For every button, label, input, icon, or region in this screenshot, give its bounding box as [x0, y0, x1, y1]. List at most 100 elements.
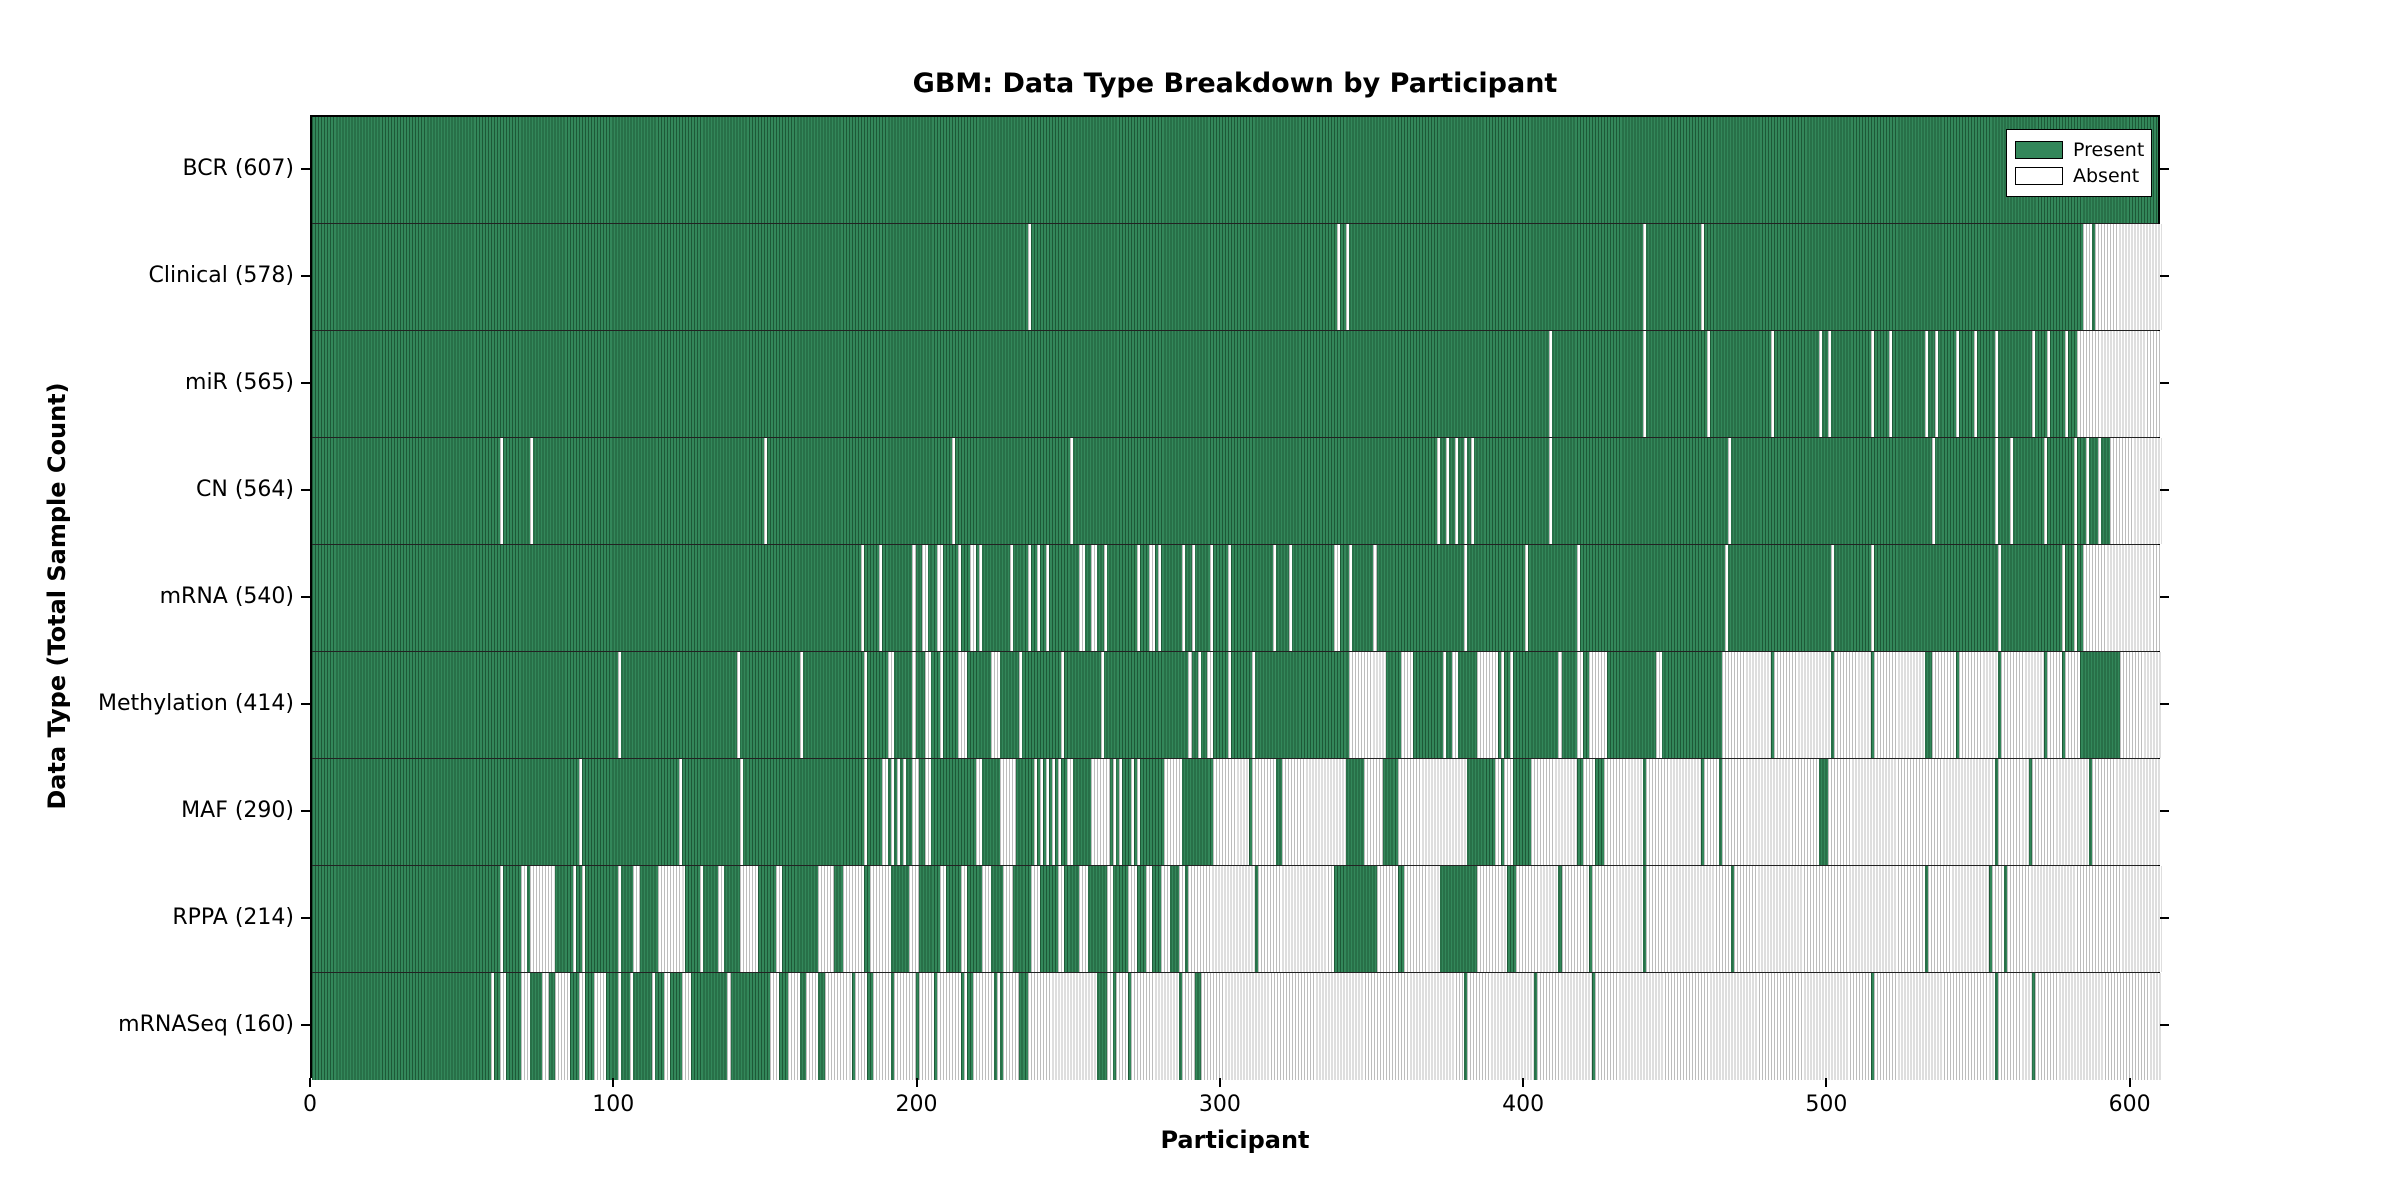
- absent-segment: [936, 973, 961, 1080]
- absent-segment: [1039, 759, 1043, 865]
- absent-segment: [1100, 652, 1104, 758]
- y-category-label-RPPA: RPPA (214): [172, 904, 294, 930]
- x-tick-label: 100: [592, 1092, 635, 1117]
- absent-segment: [1045, 545, 1049, 651]
- absent-segment: [739, 866, 758, 972]
- absent-segment: [1052, 759, 1056, 865]
- absent-segment: [1003, 973, 1019, 1080]
- absent-segment: [500, 866, 504, 972]
- absent-segment: [1870, 331, 1874, 437]
- absent-segment: [1734, 866, 1926, 972]
- absent-segment: [1934, 331, 1938, 437]
- absent-segment: [1182, 545, 1186, 651]
- absent-segment: [961, 866, 968, 972]
- absent-segment: [924, 759, 931, 865]
- absent-segment: [1130, 973, 1180, 1080]
- absent-segment: [1188, 652, 1192, 758]
- absent-segment: [1828, 759, 1996, 865]
- absent-segment: [1179, 866, 1186, 972]
- absent-segment: [818, 866, 834, 972]
- absent-segment: [1998, 973, 2032, 1080]
- absent-segment: [1646, 759, 1701, 865]
- absent-segment: [870, 866, 892, 972]
- absent-segment: [618, 652, 622, 758]
- chart-title: GBM: Data Type Breakdown by Participant: [912, 68, 1558, 99]
- absent-segment: [1115, 973, 1128, 1080]
- absent-segment: [769, 973, 780, 1080]
- absent-segment: [1188, 866, 1256, 972]
- plot-area: [310, 115, 2162, 1080]
- absent-segment: [1146, 866, 1153, 972]
- heatmap-row-Methylation: [312, 652, 2162, 759]
- absent-segment: [1067, 759, 1074, 865]
- absent-segment: [1594, 973, 1871, 1080]
- absent-segment: [1582, 759, 1595, 865]
- absent-segment: [718, 866, 725, 972]
- legend-entry-present: Present: [2015, 137, 2144, 163]
- y-category-label-mRNASeq: mRNASeq (160): [118, 1011, 294, 1037]
- legend-label-absent: Absent: [2073, 165, 2140, 187]
- absent-segment: [1452, 652, 1459, 758]
- x-tick-label: 400: [1502, 1092, 1545, 1117]
- absent-segment: [1027, 224, 1031, 330]
- x-tick-mark: [309, 1078, 311, 1087]
- y-tick-mark: [301, 381, 310, 384]
- y-tick-mark: [2160, 702, 2169, 705]
- absent-segment: [1701, 224, 1705, 330]
- absent-segment: [1164, 759, 1183, 865]
- absent-segment: [1643, 331, 1647, 437]
- absent-segment: [1349, 652, 1386, 758]
- y-category-label-Methylation: Methylation (414): [98, 690, 294, 716]
- absent-segment: [2083, 545, 2162, 651]
- heatmap-row-BCR: [312, 117, 2158, 224]
- absent-segment: [997, 973, 1001, 1080]
- absent-segment: [1079, 545, 1086, 651]
- absent-segment: [500, 973, 507, 1080]
- absent-segment: [1106, 866, 1113, 972]
- y-category-label-BCR: BCR (607): [182, 155, 294, 181]
- x-tick-mark: [2128, 1078, 2131, 1087]
- absent-segment: [1537, 973, 1592, 1080]
- absent-segment: [2007, 866, 2162, 972]
- absent-segment: [1707, 331, 1711, 437]
- absent-segment: [921, 545, 928, 651]
- y-tick-mark: [301, 488, 310, 491]
- absent-segment: [2110, 438, 2162, 544]
- y-tick-mark: [301, 1023, 310, 1026]
- x-tick-mark: [612, 1078, 615, 1087]
- absent-segment: [970, 545, 977, 651]
- y-category-label-MAF: MAF (290): [181, 797, 294, 823]
- absent-segment: [1722, 759, 1820, 865]
- absent-segment: [1819, 331, 1823, 437]
- absent-segment: [2098, 438, 2102, 544]
- absent-segment: [1282, 759, 1347, 865]
- absent-segment: [1200, 973, 1465, 1080]
- absent-segment: [1998, 759, 2029, 865]
- absent-segment: [909, 866, 919, 972]
- heatmap-row-miR: [312, 331, 2162, 438]
- absent-segment: [918, 973, 934, 1080]
- absent-segment: [1958, 652, 1999, 758]
- absent-segment: [2086, 438, 2090, 544]
- absent-segment: [1337, 224, 1341, 330]
- absent-segment: [1525, 545, 1529, 651]
- absent-segment: [1061, 652, 1065, 758]
- absent-segment: [1998, 545, 2002, 651]
- absent-segment: [1252, 652, 1256, 758]
- absent-segment: [1470, 438, 1474, 544]
- y-tick-mark: [2160, 916, 2169, 919]
- absent-segment: [1992, 866, 2005, 972]
- absent-segment: [973, 973, 995, 1080]
- absent-segment: [1182, 973, 1195, 1080]
- y-tick-mark: [2160, 167, 2169, 170]
- absent-segment: [897, 759, 901, 865]
- absent-segment: [1549, 331, 1553, 437]
- absent-segment: [776, 866, 783, 972]
- y-axis-label: Data Type (Total Sample Count): [43, 382, 71, 810]
- absent-segment: [939, 652, 943, 758]
- absent-segment: [2077, 331, 2162, 437]
- absent-segment: [1722, 652, 1771, 758]
- legend-entry-absent: Absent: [2015, 163, 2143, 189]
- absent-segment: [763, 438, 767, 544]
